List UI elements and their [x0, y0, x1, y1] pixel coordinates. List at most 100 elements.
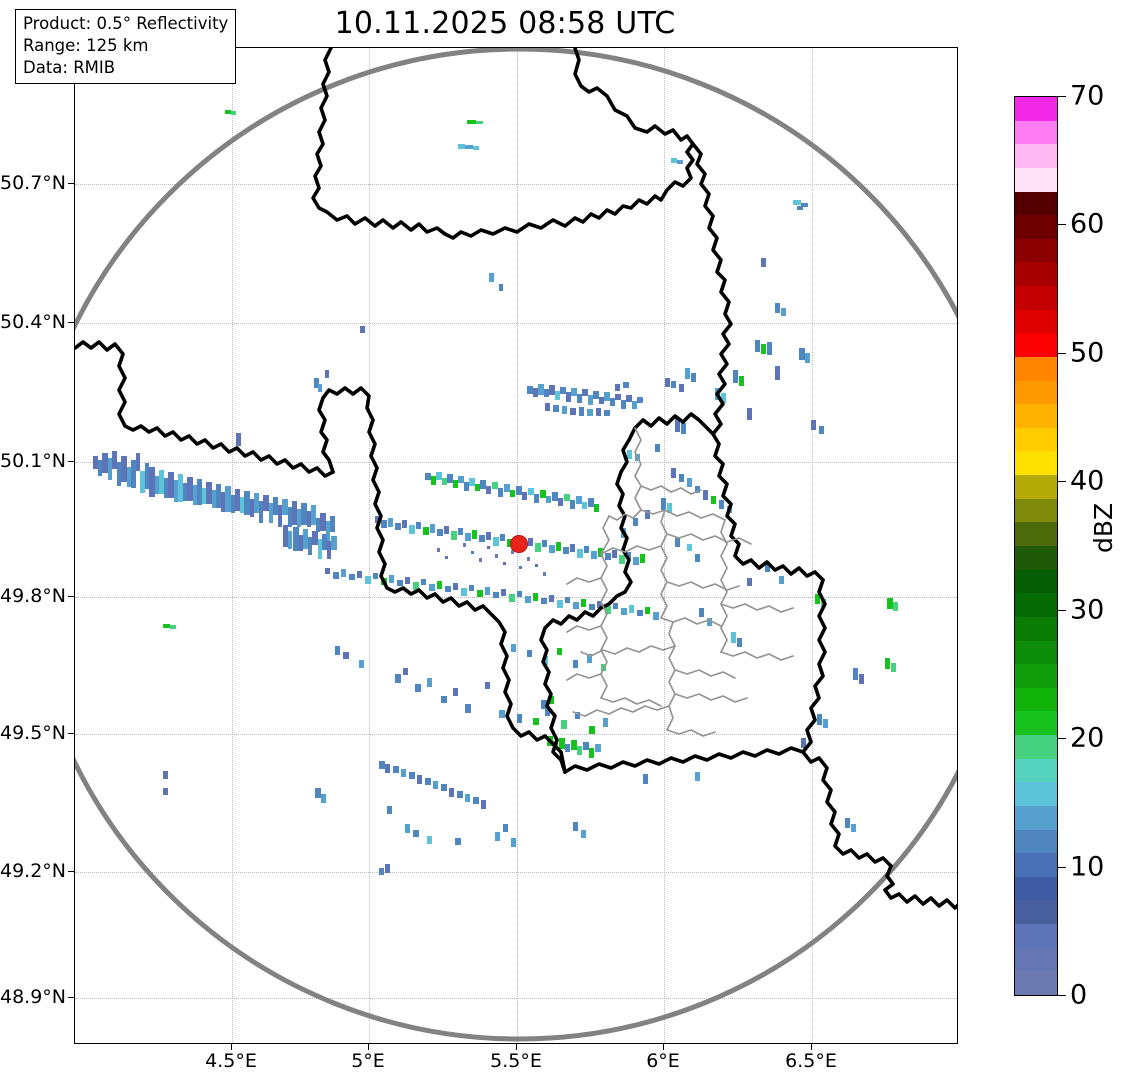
colorbar-band-5 — [1015, 852, 1057, 877]
colorbar — [1014, 96, 1058, 996]
cbar-label-60: 60 — [1070, 208, 1105, 240]
xtick-mark-4.5 — [231, 1044, 232, 1050]
colorbar-band-6 — [1015, 828, 1057, 854]
cbar-label-50: 50 — [1070, 337, 1105, 369]
xtick-label-4.5: 4.5°E — [205, 1050, 257, 1072]
xtick-mark-6.0 — [663, 1044, 664, 1050]
ytick-mark-50.4 — [68, 322, 74, 323]
xtick-mark-5.0 — [368, 1044, 369, 1050]
echo-cluster-west — [93, 451, 337, 559]
colorbar-band-14 — [1015, 639, 1057, 665]
ytick-mark-49.8 — [68, 596, 74, 597]
colorbar-band-29 — [1015, 284, 1057, 310]
cbar-tick-40 — [1058, 481, 1066, 482]
ytick-label-49.5: 49.5°N — [0, 722, 67, 744]
colorbar-band-32 — [1015, 214, 1057, 239]
colorbar-band-10 — [1015, 733, 1057, 759]
colorbar-band-16 — [1015, 592, 1057, 617]
cbar-tick-30 — [1058, 610, 1066, 611]
colorbar-band-1 — [1015, 946, 1057, 972]
gridline-lat-50.7 — [75, 184, 957, 185]
cbar-label-40: 40 — [1070, 465, 1105, 497]
reflectivity-echoes — [93, 110, 898, 875]
cbar-tick-70 — [1058, 96, 1066, 97]
ytick-label-50.7: 50.7°N — [0, 172, 67, 194]
info-data-line: Data: RMIB — [23, 57, 116, 77]
cbar-tick-50 — [1058, 353, 1066, 354]
product-info-box: Product: 0.5° Reflectivity Range: 125 km… — [15, 9, 237, 84]
ytick-label-49.8: 49.8°N — [0, 585, 67, 607]
colorbar-band-35 — [1015, 143, 1057, 168]
ytick-label-50.4: 50.4°N — [0, 311, 67, 333]
gridline-lat-48.9 — [75, 998, 957, 999]
colorbar-band-15 — [1015, 615, 1057, 641]
colorbar-band-0 — [1015, 970, 1057, 995]
colorbar-band-21 — [1015, 474, 1057, 499]
radar-map-plot[interactable] — [74, 47, 958, 1044]
map-overlay-svg — [75, 48, 957, 1042]
colorbar-band-7 — [1015, 804, 1057, 830]
ytick-mark-50.1 — [68, 461, 74, 462]
colorbar-band-20 — [1015, 497, 1057, 523]
gridline-lat-50.1 — [75, 462, 957, 463]
xtick-label-5.0: 5°E — [351, 1050, 385, 1072]
colorbar-band-36 — [1015, 119, 1057, 145]
info-range-line: Range: 125 km — [23, 35, 149, 55]
cbar-label-10: 10 — [1070, 851, 1105, 883]
colorbar-band-23 — [1015, 426, 1057, 452]
colorbar-band-9 — [1015, 757, 1057, 783]
colorbar-band-19 — [1015, 521, 1057, 546]
colorbar-band-11 — [1015, 710, 1057, 736]
xtick-label-6.0: 6°E — [646, 1050, 680, 1072]
ytick-label-48.9: 48.9°N — [0, 986, 67, 1008]
cbar-label-20: 20 — [1070, 722, 1105, 754]
cbar-tick-60 — [1058, 224, 1066, 225]
colorbar-band-24 — [1015, 403, 1057, 428]
echo-cluster-central — [325, 472, 659, 620]
colorbar-band-34 — [1015, 166, 1057, 192]
colorbar-band-28 — [1015, 308, 1057, 334]
cbar-tick-10 — [1058, 867, 1066, 868]
colorbar-band-31 — [1015, 237, 1057, 263]
cbar-tick-0 — [1058, 995, 1066, 996]
cbar-tick-20 — [1058, 738, 1066, 739]
radar-site-marker[interactable] — [510, 535, 528, 553]
colorbar-band-4 — [1015, 875, 1057, 901]
xtick-label-6.5: 6.5°E — [785, 1050, 837, 1072]
page-title: 10.11.2025 08:58 UTC — [334, 6, 676, 41]
colorbar-axis-label: dBZ — [1089, 502, 1118, 553]
info-product-line: Product: 0.5° Reflectivity — [23, 14, 229, 33]
echo-cluster-south-central — [335, 644, 608, 734]
ytick-mark-50.7 — [68, 183, 74, 184]
colorbar-band-2 — [1015, 923, 1057, 948]
gridline-lat-49.5 — [75, 734, 957, 735]
ytick-mark-49.2 — [68, 871, 74, 872]
colorbar-band-30 — [1015, 261, 1057, 287]
colorbar-band-26 — [1015, 355, 1057, 381]
cbar-label-70: 70 — [1070, 80, 1105, 112]
cbar-label-0: 0 — [1070, 979, 1088, 1011]
colorbar-band-13 — [1015, 663, 1057, 688]
gridline-lat-50.4 — [75, 323, 957, 324]
gridline-lon-4.5 — [232, 48, 233, 1043]
ytick-label-49.2: 49.2°N — [0, 860, 67, 882]
colorbar-band-37 — [1015, 97, 1057, 121]
gridline-lon-6.0 — [664, 48, 665, 1043]
colorbar-band-12 — [1015, 686, 1057, 712]
ytick-mark-49.5 — [68, 733, 74, 734]
xtick-mark-6.5 — [811, 1044, 812, 1050]
cbar-label-30: 30 — [1070, 594, 1105, 626]
national-borders — [75, 48, 957, 910]
echo-cluster-north-central — [527, 378, 684, 416]
xtick-mark-5.5 — [516, 1044, 517, 1050]
colorbar-band-17 — [1015, 568, 1057, 594]
gridline-lat-49.8 — [75, 597, 957, 598]
range-ring-125km — [75, 48, 957, 1042]
echo-cluster-south — [163, 624, 601, 875]
colorbar-band-8 — [1015, 781, 1057, 806]
colorbar-band-33 — [1015, 190, 1057, 216]
gridline-lon-5.0 — [369, 48, 370, 1043]
xtick-label-5.5: 5.5°E — [490, 1050, 542, 1072]
gridline-lat-49.2 — [75, 872, 957, 873]
